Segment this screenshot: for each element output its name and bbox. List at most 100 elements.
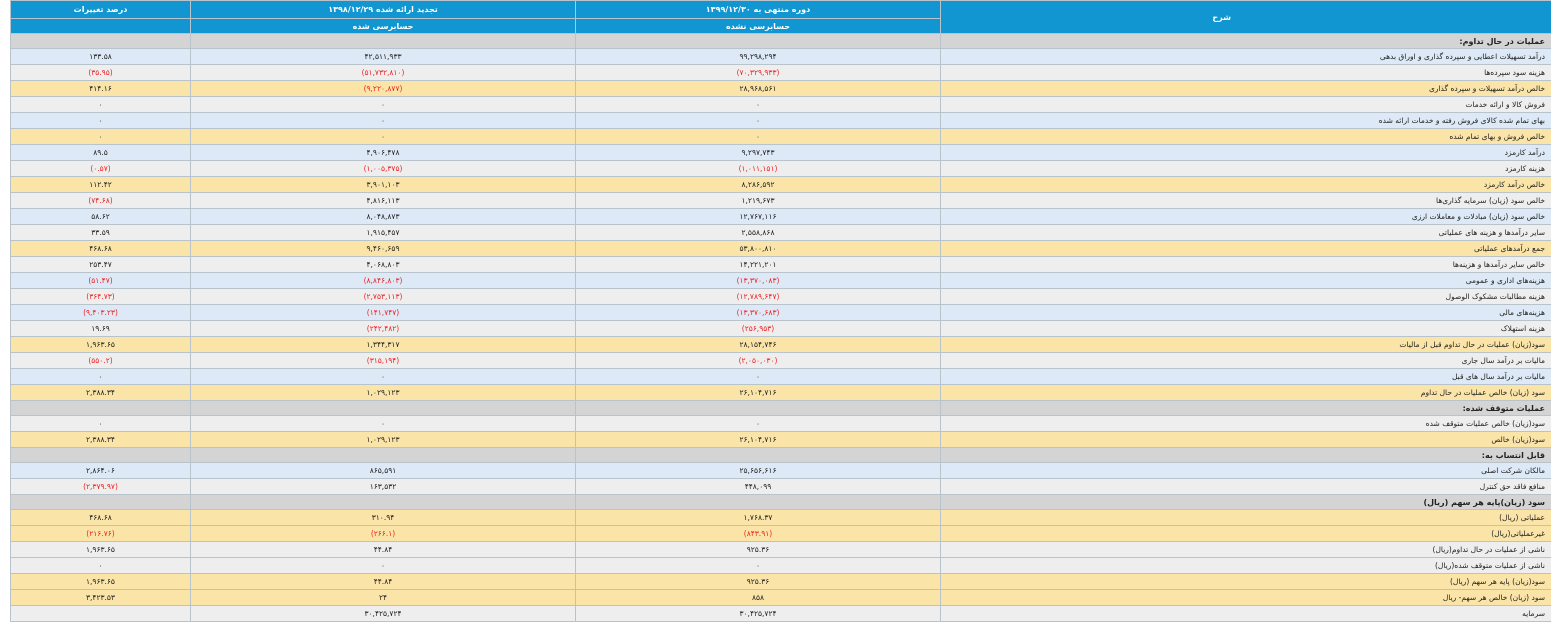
current-value-cell: ۰ [575, 415, 941, 432]
previous-value-cell: ۳,۹۰۱,۱۰۳ [190, 176, 576, 193]
current-value-cell: (۱۳,۳۷۰,۶۸۳) [575, 304, 941, 321]
previous-value-cell: (۵۱,۷۳۲,۸۱۰) [190, 64, 576, 81]
table-row: ۴۶۸.۶۸ ۳۱۰.۹۴ ۱,۷۶۸.۳۷ عملیاتی (ریال) [10, 509, 1551, 526]
row-label: مالیات بر درآمد سال های قبل [940, 368, 1551, 385]
table-body: عملیات در حال تداوم: ۱۳۳.۵۸ ۴۲,۵۱۱,۹۳۳ ۹۹,۲… [10, 33, 1551, 622]
table-row: ۲۵۳.۴۷ ۴,۰۶۸,۸۰۳ ۱۴,۲۲۱,۲۰۱ خالص سایر درآمد… [10, 256, 1551, 273]
row-label: منافع فاقد حق کنترل [940, 478, 1551, 495]
table-row: ۱۱۲.۴۲ ۳,۹۰۱,۱۰۳ ۸,۲۸۶,۵۹۲ خالص درآمد کارمز… [10, 176, 1551, 193]
row-label: درآمد کارمزد [940, 144, 1551, 161]
row-label: سایر درآمدها و هزینه های عملیاتی [940, 224, 1551, 241]
previous-value-cell: (۲,۷۵۳,۱۱۳) [190, 288, 576, 305]
section-blank-cell [190, 33, 576, 49]
income-statement-table: درصد تغییرات تجدید ارائه شده ۱۳۹۸/۱۲/۲۹ … [10, 0, 1551, 622]
section-row: سود (زیان)پایه هر سهم (ریال) [10, 494, 1551, 510]
current-value-cell: ۰ [575, 112, 941, 129]
change-cell: ۰ [10, 112, 191, 129]
current-value-cell: (۱,۰۱۱,۱۵۱) [575, 160, 941, 177]
row-label: سود (زیان) خالص عملیات در حال تداوم [940, 384, 1551, 401]
section-row: عملیات در حال تداوم: [10, 33, 1551, 49]
row-label: هزینه استهلاک [940, 320, 1551, 337]
current-value-cell: (۸۴۳.۹۱) [575, 525, 941, 542]
change-cell: ۱,۹۶۳.۶۵ [10, 541, 191, 558]
previous-value-cell: (۱۴۱,۷۴۷) [190, 304, 576, 321]
table-row: ۰ ۰ ۰ مالیات بر درآمد سال های قبل [10, 368, 1551, 385]
table-row: (۵۵۰.۲) (۳۱۵,۱۹۴) (۲,۰۵۰,۰۳۰) مالیات بر درآ… [10, 352, 1551, 369]
section-blank-cell [190, 494, 576, 510]
section-title: عملیات متوقف شده: [940, 400, 1551, 416]
table-row: ۳۳.۵۹ ۱,۹۱۵,۴۵۷ ۲,۵۵۸,۸۶۸ سایر درآمدها و هز… [10, 224, 1551, 241]
previous-value-cell: ۳۱۰.۹۴ [190, 509, 576, 526]
section-blank-cell [10, 494, 191, 510]
section-blank-cell [190, 447, 576, 463]
row-label: جمع درآمدهای عملیاتی [940, 240, 1551, 257]
table-row: ۱۳۳.۵۸ ۴۲,۵۱۱,۹۳۳ ۹۹,۲۹۸,۲۹۴ درآمد تسهیلات … [10, 48, 1551, 65]
row-label: سود (زیان) خالص هر سهم- ریال [940, 589, 1551, 606]
current-value-cell: ۳۰,۴۲۵,۷۲۴ [575, 605, 941, 622]
previous-value-cell: ۱,۰۲۹,۱۲۳ [190, 384, 576, 401]
change-cell: ۲,۳۸۸.۳۴ [10, 384, 191, 401]
header-current-audit-status: حسابرسی نشده [575, 18, 941, 34]
table-row: (۹,۴۰۳.۲۳) (۱۴۱,۷۴۷) (۱۳,۳۷۰,۶۸۳) هزینه‌های… [10, 304, 1551, 321]
table-row: (۳۶۴.۷۳) (۲,۷۵۳,۱۱۳) (۱۲,۷۸۹,۶۴۷) هزینه مطا… [10, 288, 1551, 305]
table-row: (۵۱.۴۷) (۸,۸۴۶,۸۰۳) (۱۳,۳۷۰,۰۸۳) هزینه‌های … [10, 272, 1551, 289]
row-label: ناشی از عملیات متوقف شده(ریال) [940, 557, 1551, 574]
table-row: ۱,۹۶۳.۶۵ ۴۴.۸۴ ۹۲۵.۳۶ سود(زیان) پایه هر سهم… [10, 573, 1551, 590]
table-row: ۲,۳۸۸.۳۴ ۱,۰۲۹,۱۲۳ ۲۶,۱۰۴,۷۱۶ سود(زیان) خال… [10, 431, 1551, 448]
previous-value-cell: (۳۱۵,۱۹۴) [190, 352, 576, 369]
section-blank-cell [10, 447, 191, 463]
row-label: هزینه‌های مالی [940, 304, 1551, 321]
change-cell: (۲۱۶.۷۶) [10, 525, 191, 542]
previous-value-cell: ۱,۹۱۵,۴۵۷ [190, 224, 576, 241]
header-description: شرح [940, 0, 1551, 34]
table-row: ۰ ۰ ۰ خالص فروش و بهای تمام شده [10, 128, 1551, 145]
change-cell: ۳۳.۵۹ [10, 224, 191, 241]
change-cell: ۰ [10, 415, 191, 432]
row-label: خالص سود (زیان) سرمایه گذاری‌ها [940, 192, 1551, 209]
section-blank-cell [575, 400, 941, 416]
section-title: عملیات در حال تداوم: [940, 33, 1551, 49]
table-header: درصد تغییرات تجدید ارائه شده ۱۳۹۸/۱۲/۲۹ … [10, 0, 1551, 34]
change-cell: ۴۶۸.۶۸ [10, 509, 191, 526]
previous-value-cell: ۰ [190, 128, 576, 145]
row-label: خالص سایر درآمدها و هزینه‌ها [940, 256, 1551, 273]
change-cell: ۱۳۳.۵۸ [10, 48, 191, 65]
current-value-cell: ۲۸,۹۶۸,۵۶۱ [575, 80, 941, 97]
current-value-cell: ۹,۲۹۷,۷۴۳ [575, 144, 941, 161]
table-row: ۰ ۰ ۰ سود(زیان) خالص عملیات متوقف شده [10, 415, 1551, 432]
previous-value-cell: (۲۶۶.۱) [190, 525, 576, 542]
table-row: (۲۱۶.۷۶) (۲۶۶.۱) (۸۴۳.۹۱) غیرعملیاتی(ریال) [10, 525, 1551, 542]
current-value-cell: (۷۰,۳۲۹,۹۳۳) [575, 64, 941, 81]
section-title: قابل انتساب به: [940, 447, 1551, 463]
section-title: سود (زیان)پایه هر سهم (ریال) [940, 494, 1551, 510]
previous-value-cell: (۹,۲۲۰,۸۷۷) [190, 80, 576, 97]
table-row: ۰ ۰ ۰ بهای تمام شده کالای فروش رفته و خدمات… [10, 112, 1551, 129]
header-change: درصد تغییرات [10, 0, 191, 19]
previous-value-cell: (۸,۸۴۶,۸۰۳) [190, 272, 576, 289]
table-row: ۰ ۰ ۰ ناشی از عملیات متوقف شده(ریال) [10, 557, 1551, 574]
row-label: خالص درآمد کارمزد [940, 176, 1551, 193]
section-blank-cell [10, 400, 191, 416]
row-label: درآمد تسهیلات اعطایی و سپرده گذاری و اور… [940, 48, 1551, 65]
previous-value-cell: ۴,۹۰۶,۴۷۸ [190, 144, 576, 161]
change-cell: (۰.۵۷) [10, 160, 191, 177]
table-row: ۰ ۰ ۰ فروش کالا و ارائه خدمات [10, 96, 1551, 113]
previous-value-cell: ۲۴ [190, 589, 576, 606]
row-label: ناشی از عملیات در حال تداوم(ریال) [940, 541, 1551, 558]
table-row: ۵۸.۶۲ ۸,۰۴۸,۸۷۳ ۱۲,۷۶۷,۱۱۶ خالص سود (زیان) … [10, 208, 1551, 225]
change-cell: ۰ [10, 557, 191, 574]
change-cell: ۱,۹۶۳.۶۵ [10, 336, 191, 353]
row-label: مالیات بر درآمد سال جاری [940, 352, 1551, 369]
row-label: هزینه مطالبات مشکوک الوصول [940, 288, 1551, 305]
current-value-cell: ۱,۲۱۹,۶۷۳ [575, 192, 941, 209]
previous-value-cell: ۱,۳۴۴,۳۱۷ [190, 336, 576, 353]
previous-value-cell: ۳۰,۴۲۵,۷۲۴ [190, 605, 576, 622]
change-cell: ۴۱۴.۱۶ [10, 80, 191, 97]
change-cell: ۵۸.۶۲ [10, 208, 191, 225]
table-row: ۸۹.۵ ۴,۹۰۶,۴۷۸ ۹,۲۹۷,۷۴۳ درآمد کارمزد [10, 144, 1551, 161]
header-change-sub [10, 18, 191, 34]
current-value-cell: ۹۲۵.۳۶ [575, 573, 941, 590]
current-value-cell: ۲,۵۵۸,۸۶۸ [575, 224, 941, 241]
previous-value-cell: ۹,۴۶۰,۶۵۹ [190, 240, 576, 257]
current-value-cell: (۲۵۶,۹۵۳) [575, 320, 941, 337]
